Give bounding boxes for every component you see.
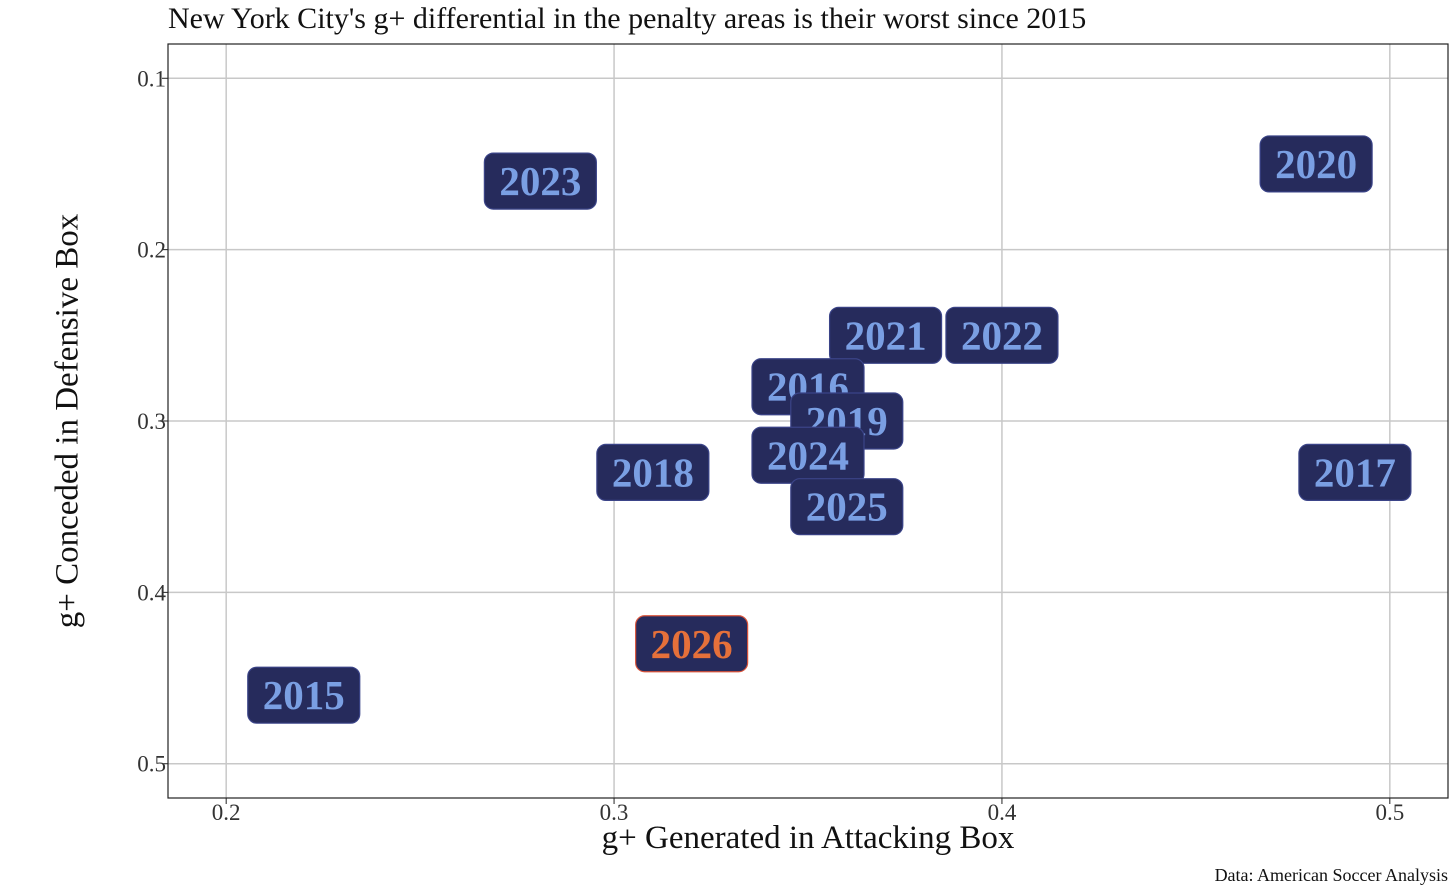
y-tick-label: 0.2: [137, 238, 166, 263]
point-label-text: 2018: [612, 449, 694, 495]
label-box: [247, 666, 361, 724]
label-box: [483, 152, 597, 210]
y-tick-label: 0.5: [137, 752, 166, 777]
point-label-2018: 2018: [596, 443, 710, 502]
point-label-2024: 2024: [751, 426, 865, 484]
point-label-text: 2025: [806, 484, 888, 530]
point-label-2026: 2026: [635, 615, 749, 673]
point-label-2025: 2025: [790, 478, 904, 536]
y-axis-ticks: 0.1 0.2 0.3 0.4 0.5: [137, 66, 168, 777]
point-label-text: 2022: [961, 312, 1043, 358]
x-tick-label: 0.3: [600, 800, 629, 825]
label-box: [1259, 135, 1373, 193]
label-box: [828, 306, 943, 364]
y-axis-label: g+ Conceded in Defensive Box: [49, 213, 86, 629]
x-axis-ticks: 0.2 0.3 0.4 0.5: [212, 798, 1404, 825]
point-label-2021: 2021: [828, 306, 943, 364]
grid-lines: [168, 44, 1448, 798]
point-label-2015: 2015: [247, 666, 361, 724]
x-tick-label: 0.5: [1375, 800, 1404, 825]
point-label-text: 2026: [651, 621, 733, 667]
point-label-text: 2023: [499, 158, 581, 204]
label-box: [596, 443, 710, 502]
point-label-2020: 2020: [1259, 135, 1373, 193]
point-label-text: 2020: [1275, 141, 1357, 187]
x-tick-label: 0.2: [212, 800, 241, 825]
label-box: [790, 478, 904, 536]
label-box: [945, 306, 1059, 364]
point-label-text: 2017: [1314, 449, 1396, 495]
x-axis-label: g+ Generated in Attacking Box: [601, 820, 1015, 856]
point-label-2017: 2017: [1298, 443, 1412, 502]
y-tick-label: 0.1: [137, 66, 166, 91]
point-label-2022: 2022: [945, 306, 1059, 364]
y-tick-label: 0.4: [137, 580, 166, 605]
point-label-2023: 2023: [483, 152, 597, 210]
label-box: [635, 615, 749, 673]
point-label-text: 2015: [263, 672, 345, 718]
chart-title: New York City's g+ differential in the p…: [168, 2, 1087, 35]
point-label-text: 2024: [767, 432, 849, 478]
y-tick-label: 0.3: [137, 409, 166, 434]
data-source-caption: Data: American Soccer Analysis: [1214, 865, 1448, 885]
label-box: [1298, 443, 1412, 502]
x-tick-label: 0.4: [988, 800, 1017, 825]
point-label-text: 2021: [845, 312, 927, 358]
